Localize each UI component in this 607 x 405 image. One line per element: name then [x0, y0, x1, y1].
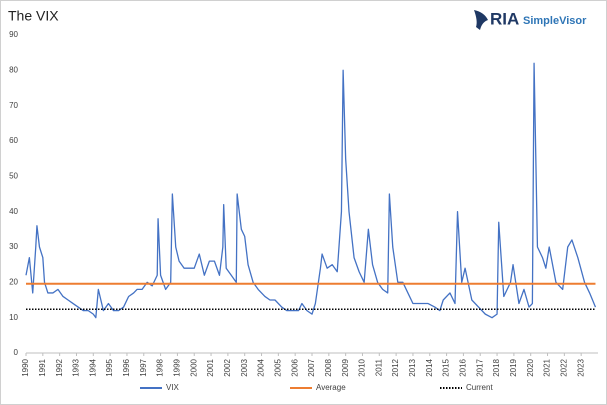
- x-tick-label: 2018: [492, 358, 501, 376]
- x-tick-label: 1999: [173, 358, 182, 376]
- x-tick-label: 2021: [543, 358, 552, 376]
- series-line: [25, 62, 597, 319]
- x-tick-label: 1993: [72, 358, 81, 376]
- x-tick-label: 1997: [139, 358, 148, 376]
- legend-label: Current: [466, 383, 493, 392]
- chart-title: The VIX: [8, 8, 59, 24]
- legend-label: VIX: [166, 383, 180, 392]
- y-tick-label: 40: [9, 207, 18, 216]
- x-tick-label: 2008: [324, 358, 333, 376]
- y-tick-label: 80: [9, 65, 18, 74]
- logo-name: RIA: [490, 9, 519, 28]
- x-tick-label: 2020: [526, 358, 535, 376]
- y-tick-label: 10: [9, 313, 18, 322]
- x-tick-label: 2002: [223, 358, 232, 376]
- x-tick-label: 2006: [290, 358, 299, 376]
- x-tick-label: 1991: [38, 358, 47, 376]
- logo: RIA SimpleVisor: [474, 9, 587, 30]
- y-tick-label: 50: [9, 171, 18, 180]
- x-tick-label: 2009: [341, 358, 350, 376]
- x-tick-label: 2022: [559, 358, 568, 376]
- y-tick-label: 90: [9, 30, 18, 39]
- x-tick-label: 2004: [257, 358, 266, 376]
- x-tick-label: 2014: [425, 358, 434, 376]
- x-tick-label: 2013: [408, 358, 417, 376]
- x-tick-label: 2003: [240, 358, 249, 376]
- y-tick-label: 70: [9, 101, 18, 110]
- x-tick-label: 2016: [459, 358, 468, 376]
- y-tick-label: 60: [9, 136, 18, 145]
- x-tick-label: 1998: [156, 358, 165, 376]
- y-tick-label: 0: [14, 348, 19, 357]
- x-tick-label: 2023: [576, 358, 585, 376]
- y-tick-label: 20: [9, 277, 18, 286]
- x-tick-label: 1990: [21, 358, 30, 376]
- x-tick-label: 2011: [374, 358, 383, 376]
- x-tick-label: 2019: [509, 358, 518, 376]
- x-tick-label: 1995: [105, 358, 114, 376]
- x-tick-label: 2012: [391, 358, 400, 376]
- x-tick-label: 2001: [206, 358, 215, 376]
- y-tick-label: 30: [9, 242, 18, 251]
- x-tick-label: 2017: [475, 358, 484, 376]
- x-tick-label: 1994: [88, 358, 97, 376]
- x-tick-label: 1992: [55, 358, 64, 376]
- x-tick-label: 2015: [442, 358, 451, 376]
- x-tick-label: 2000: [189, 358, 198, 376]
- x-tick-label: 1996: [122, 358, 131, 376]
- logo-icon: [474, 10, 488, 30]
- x-tick-label: 2005: [273, 358, 282, 376]
- logo-product: SimpleVisor: [523, 15, 587, 27]
- x-tick-label: 2007: [307, 358, 316, 376]
- legend-label: Average: [316, 383, 346, 392]
- x-tick-label: 2010: [358, 358, 367, 376]
